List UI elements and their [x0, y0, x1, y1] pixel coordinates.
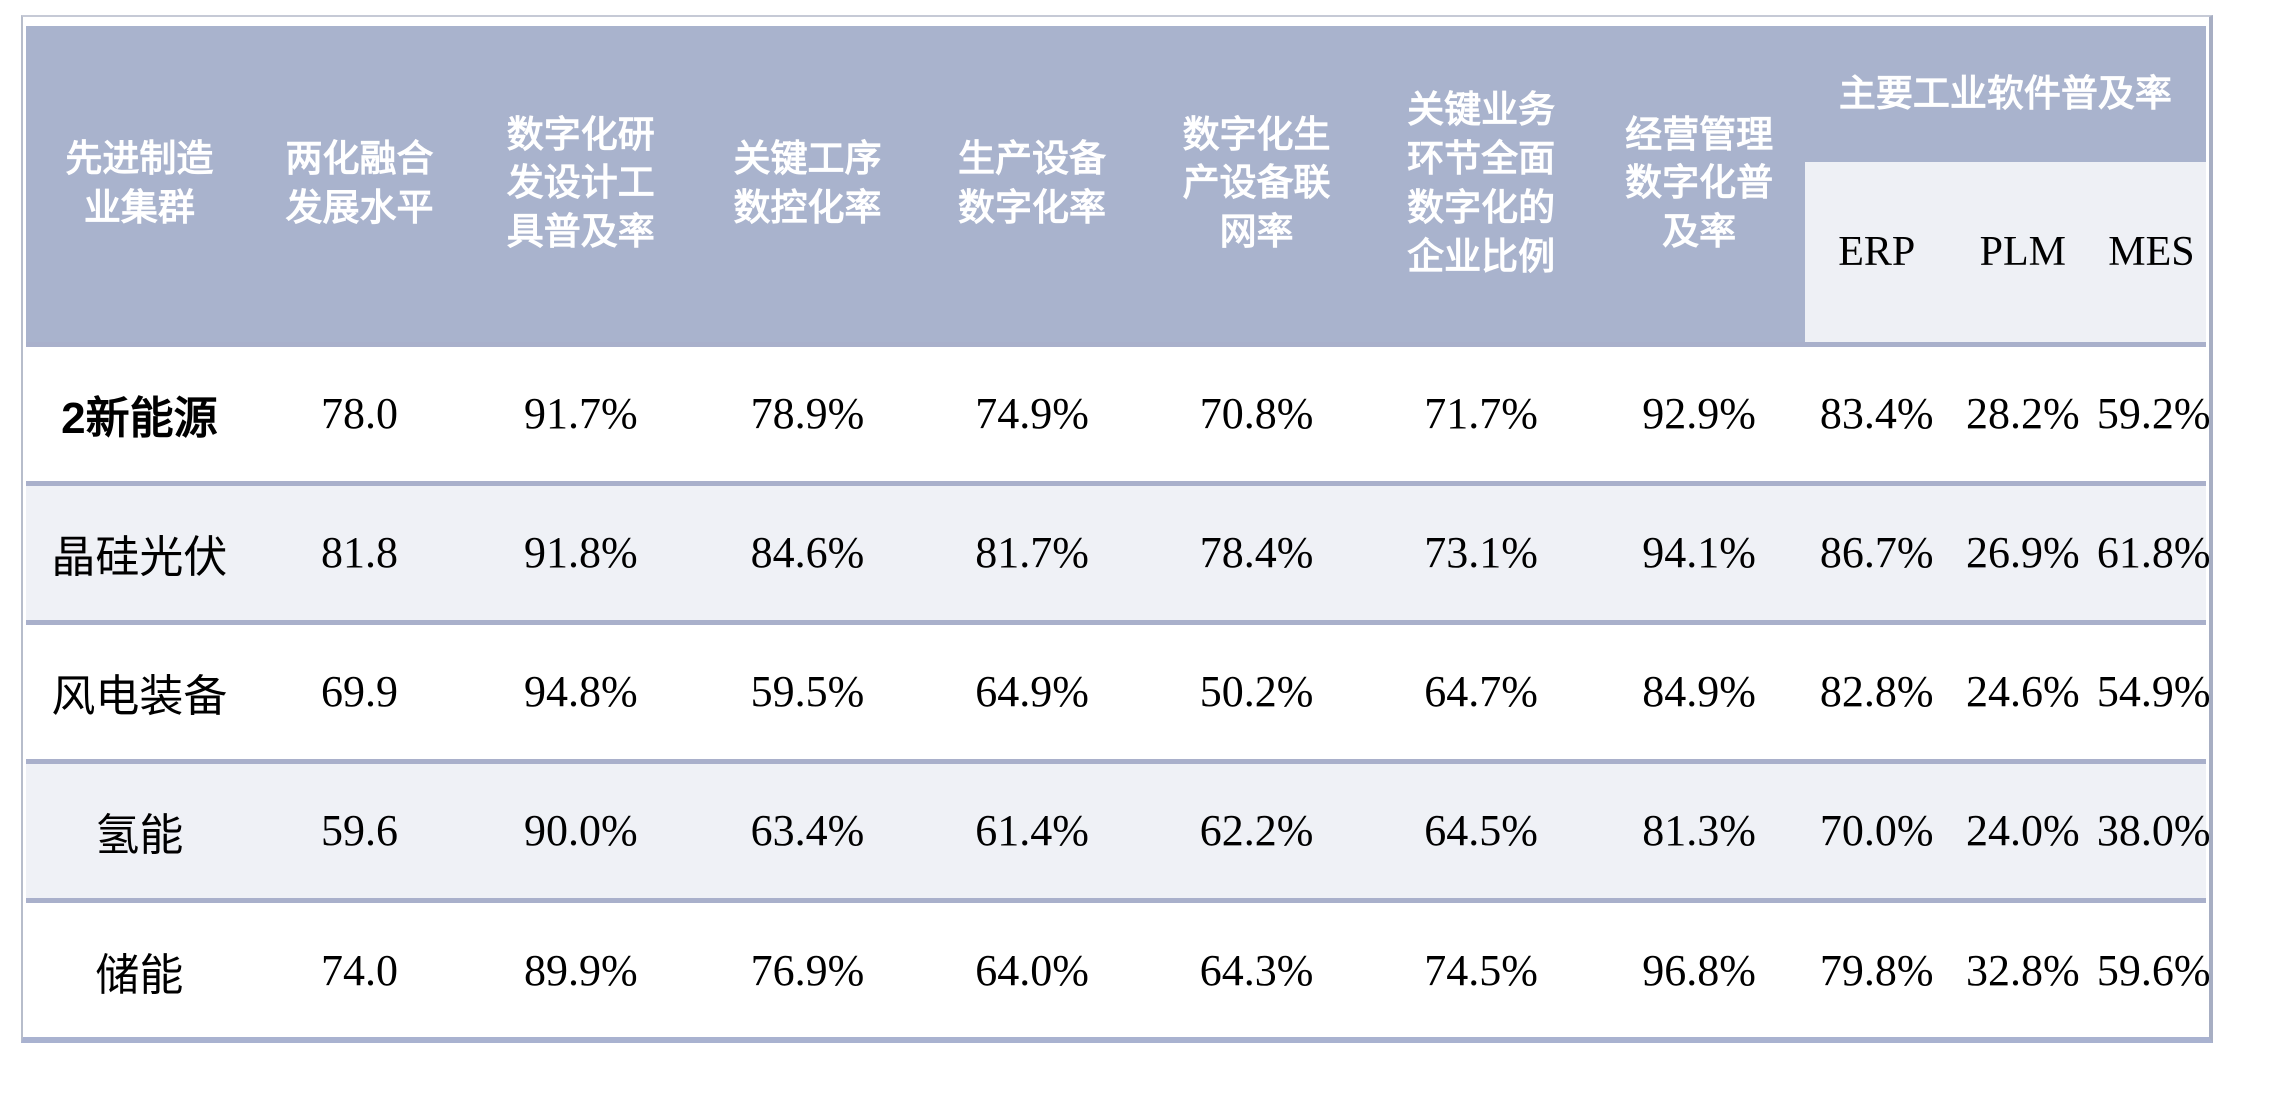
- col-header-equip-digital-rate: 生产设备 数字化率: [919, 26, 1145, 344]
- col-header-networked-rate: 数字化生 产设备联 网率: [1144, 26, 1369, 344]
- col-header-erp: ERP: [1804, 162, 1949, 344]
- col-header-plm: PLM: [1948, 162, 2097, 344]
- col-header-full-digital-ratio: 关键业务 环节全面 数字化的 企业比例: [1368, 26, 1594, 344]
- cell: 79.8%: [1804, 897, 1949, 1039]
- table-row: 2新能源 78.0 91.7% 78.9% 74.9% 70.8% 71.7% …: [26, 341, 2211, 483]
- table-row: 晶硅光伏 81.8 91.8% 84.6% 81.7% 78.4% 73.1% …: [26, 480, 2211, 622]
- col-header-integration-level: 两化融合 发展水平: [252, 26, 467, 344]
- col-header-cluster: 先进制造 业集群: [26, 26, 253, 344]
- cell: 76.9%: [695, 897, 920, 1039]
- col-header-mes: MES: [2096, 162, 2206, 344]
- cell: 82.8%: [1804, 619, 1949, 761]
- cell: 64.3%: [1144, 897, 1369, 1039]
- cell: 86.7%: [1804, 480, 1949, 622]
- cell: 69.9: [252, 619, 467, 761]
- cell: 64.0%: [919, 897, 1145, 1039]
- cell: 59.5%: [695, 619, 920, 761]
- col-header-mgmt-digital-rate: 经营管理 数字化普 及率: [1593, 26, 1805, 344]
- cell: 64.9%: [919, 619, 1145, 761]
- cell: 32.8%: [1948, 897, 2097, 1039]
- cell: 59.2%: [2096, 341, 2211, 483]
- cell: 38.0%: [2096, 758, 2211, 900]
- row-label: 2新能源: [26, 341, 253, 483]
- row-label: 晶硅光伏: [26, 480, 253, 622]
- row-label: 储能: [26, 897, 253, 1039]
- cluster-digitalization-table-frame: 先进制造 业集群 两化融合 发展水平 数字化研 发设计工 具普及率 关键工序 数…: [21, 15, 2213, 1043]
- cell: 81.3%: [1593, 758, 1805, 900]
- cell: 78.4%: [1144, 480, 1369, 622]
- cell: 70.0%: [1804, 758, 1949, 900]
- cell: 59.6%: [2096, 897, 2211, 1039]
- cell: 92.9%: [1593, 341, 1805, 483]
- cell: 28.2%: [1948, 341, 2097, 483]
- cluster-digitalization-table: 先进制造 业集群 两化融合 发展水平 数字化研 发设计工 具普及率 关键工序 数…: [26, 26, 2211, 1039]
- cell: 81.7%: [919, 480, 1145, 622]
- cell: 83.4%: [1804, 341, 1949, 483]
- cell: 50.2%: [1144, 619, 1369, 761]
- cell: 84.6%: [695, 480, 920, 622]
- col-header-software-group: 主要工业软件普及率: [1804, 26, 2206, 162]
- cell: 61.8%: [2096, 480, 2211, 622]
- table-row: 风电装备 69.9 94.8% 59.5% 64.9% 50.2% 64.7% …: [26, 619, 2211, 761]
- table-row: 氢能 59.6 90.0% 63.4% 61.4% 62.2% 64.5% 81…: [26, 758, 2211, 900]
- table-body: 2新能源 78.0 91.7% 78.9% 74.9% 70.8% 71.7% …: [26, 341, 2211, 1039]
- cell: 78.9%: [695, 341, 920, 483]
- cell: 26.9%: [1948, 480, 2097, 622]
- cell: 74.9%: [919, 341, 1145, 483]
- cell: 78.0: [252, 341, 467, 483]
- cell: 96.8%: [1593, 897, 1805, 1039]
- cell: 71.7%: [1368, 341, 1594, 483]
- table-header: 先进制造 业集群 两化融合 发展水平 数字化研 发设计工 具普及率 关键工序 数…: [26, 26, 2206, 344]
- cell: 24.6%: [1948, 619, 2097, 761]
- cell: 74.5%: [1368, 897, 1594, 1039]
- cell: 90.0%: [466, 758, 696, 900]
- cell: 91.8%: [466, 480, 696, 622]
- cell: 94.8%: [466, 619, 696, 761]
- cell: 54.9%: [2096, 619, 2211, 761]
- cell: 81.8: [252, 480, 467, 622]
- cell: 73.1%: [1368, 480, 1594, 622]
- cell: 63.4%: [695, 758, 920, 900]
- col-header-cnc-rate: 关键工序 数控化率: [695, 26, 920, 344]
- cell: 59.6: [252, 758, 467, 900]
- row-label: 风电装备: [26, 619, 253, 761]
- cell: 64.5%: [1368, 758, 1594, 900]
- cell: 61.4%: [919, 758, 1145, 900]
- cell: 94.1%: [1593, 480, 1805, 622]
- cell: 64.7%: [1368, 619, 1594, 761]
- cell: 91.7%: [466, 341, 696, 483]
- cell: 74.0: [252, 897, 467, 1039]
- row-label: 氢能: [26, 758, 253, 900]
- table-row: 储能 74.0 89.9% 76.9% 64.0% 64.3% 74.5% 96…: [26, 897, 2211, 1039]
- cell: 70.8%: [1144, 341, 1369, 483]
- cell: 24.0%: [1948, 758, 2097, 900]
- cell: 89.9%: [466, 897, 696, 1039]
- cell: 62.2%: [1144, 758, 1369, 900]
- col-header-design-tools: 数字化研 发设计工 具普及率: [466, 26, 696, 344]
- cell: 84.9%: [1593, 619, 1805, 761]
